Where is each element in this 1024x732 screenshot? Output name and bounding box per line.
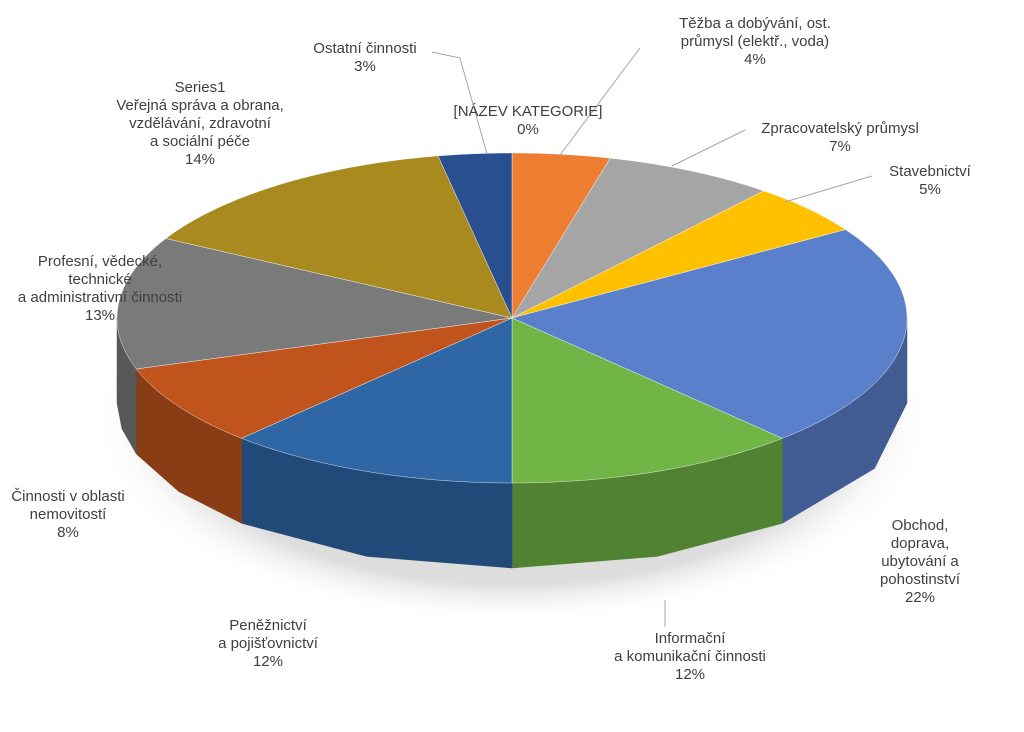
slice [116, 238, 513, 370]
value-label: 7% [829, 138, 851, 155]
data-label: Obchod, doprava, ubytování a pohostinstv… [868, 517, 972, 607]
value-label: 3% [354, 58, 376, 75]
value-label: 13% [84, 307, 116, 324]
leader-line [559, 47, 641, 156]
value-label: 4% [744, 51, 766, 68]
category-label: Těžba a dobývání, ost. průmysl (elektř.,… [679, 15, 831, 50]
data-label: [NÁZEV KATEGORIE] 0% [454, 103, 603, 139]
category-label: Peněžnictví a pojišťovnictví [218, 617, 318, 652]
category-label: Series1 Veřejná správa a obrana, vzděláv… [116, 79, 284, 150]
data-label: Zpracovatelský průmysl 7% [761, 120, 919, 156]
data-label: Profesní, vědecké, technické a administr… [18, 253, 182, 325]
data-label: Ostatní činnosti 3% [313, 40, 416, 76]
value-label: 12% [252, 653, 284, 670]
category-label: Informační a komunikační činnosti [614, 630, 766, 665]
data-label: Series1 Veřejná správa a obrana, vzděláv… [116, 79, 284, 169]
category-label: Profesní, vědecké, technické a administr… [17, 253, 183, 306]
data-label: Peněžnictví a pojišťovnictví 12% [218, 617, 318, 671]
category-label: Činnosti v oblasti nemovitostí [11, 488, 125, 523]
data-label: Stavebnictví 5% [889, 163, 971, 199]
slice [511, 317, 783, 484]
category-label: Stavebnictví [889, 163, 971, 180]
data-label: Těžba a dobývání, ost. průmysl (elektř.,… [679, 15, 831, 69]
category-label: Obchod, doprava, ubytování a pohostinstv… [879, 517, 961, 588]
category-label: Ostatní činnosti [313, 40, 417, 57]
leader-line [784, 175, 873, 203]
leader-line [671, 129, 746, 167]
slice [511, 152, 611, 319]
slice [511, 229, 908, 439]
slice [437, 152, 513, 319]
slice [241, 317, 513, 484]
value-label: 12% [674, 666, 706, 683]
leader-line [431, 51, 488, 155]
slice [135, 317, 513, 439]
slice [511, 190, 846, 319]
value-label: 8% [57, 524, 79, 541]
value-label: 0% [517, 121, 539, 138]
slice [511, 157, 765, 319]
data-label: Činnosti v oblasti nemovitostí 8% [11, 488, 124, 542]
category-label: Zpracovatelský průmysl [761, 120, 919, 137]
data-label: Informační a komunikační činnosti 12% [614, 630, 766, 684]
category-label: [NÁZEV KATEGORIE] [453, 103, 603, 120]
value-label: 22% [904, 589, 936, 606]
slice [165, 155, 513, 319]
value-label: 5% [919, 181, 941, 198]
value-label: 14% [184, 151, 216, 168]
